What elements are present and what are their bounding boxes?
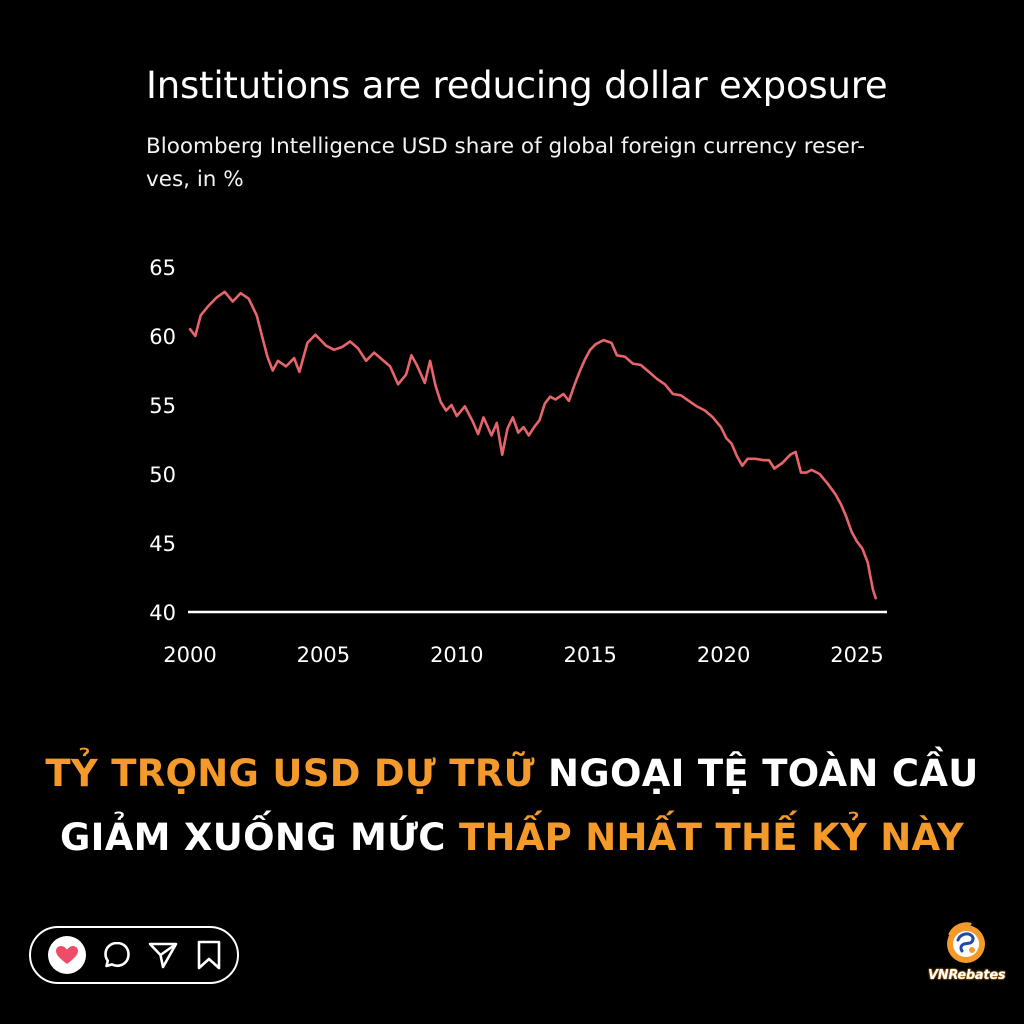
y-tick-label-40: 40 [149, 601, 176, 625]
y-tick-label-55: 55 [149, 394, 176, 418]
headline-line-2-highlight: THẤP NHẤT THẾ KỶ NÀY [458, 816, 965, 859]
heart-icon [48, 936, 86, 974]
chart-title: Institutions are reducing dollar exposur… [146, 64, 888, 107]
x-tick-label-2010: 2010 [430, 643, 483, 667]
bookmark-icon [197, 940, 221, 970]
headline-line-1-text: NGOẠI TỆ TOÀN CẦU [534, 752, 979, 795]
logo-text: VNRebates [928, 968, 1006, 983]
x-tick-label-2025: 2025 [830, 643, 883, 667]
x-tick-label-2005: 2005 [297, 643, 350, 667]
headline-line-1-highlight: TỶ TRỌNG USD DỰ TRỮ [45, 752, 535, 795]
y-tick-label-65: 65 [149, 256, 176, 280]
y-tick-label-60: 60 [149, 325, 176, 349]
x-axis-ticks: 2000 2005 2010 2015 2020 2025 [163, 643, 883, 667]
comment-icon [104, 941, 130, 968]
chart-subtitle: Bloomberg Intelligence USD share of glob… [146, 130, 876, 196]
like-button[interactable] [39, 928, 95, 982]
chart-subtitle-line-2: ves, in % [146, 167, 244, 192]
y-tick-label-50: 50 [149, 463, 176, 487]
social-action-bar [29, 926, 239, 984]
bookmark-button[interactable] [181, 928, 237, 982]
share-icon [148, 942, 178, 969]
series-line-usd-share [188, 290, 877, 600]
vnrebates-logo-icon [947, 922, 985, 963]
y-axis-ticks: 40 45 50 55 60 65 [149, 256, 176, 625]
comment-button[interactable] [89, 928, 145, 982]
share-button[interactable] [135, 928, 191, 982]
x-tick-label-2015: 2015 [563, 643, 616, 667]
x-tick-label-2020: 2020 [697, 643, 750, 667]
headline-line-2-text: GIẢM XUỐNG MỨC [59, 816, 459, 859]
x-tick-label-2000: 2000 [163, 643, 216, 667]
chart-subtitle-line-1: Bloomberg Intelligence USD share of glob… [146, 134, 866, 159]
headline-line-2: GIẢM XUỐNG MỨC THẤP NHẤT THẾ KỶ NÀY [0, 816, 1024, 859]
brand-logo: VNRebates [928, 920, 1006, 990]
headline-line-1: TỶ TRỌNG USD DỰ TRỮ NGOẠI TỆ TOÀN CẦU [0, 752, 1024, 795]
y-tick-label-45: 45 [149, 532, 176, 556]
line-chart: 40 45 50 55 60 65 2000 2005 2010 2015 2020 2025 [149, 256, 887, 667]
